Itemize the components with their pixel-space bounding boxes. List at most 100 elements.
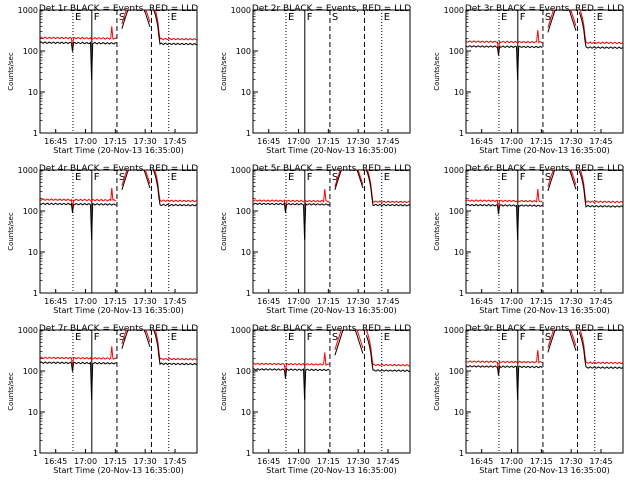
panel-title: Det 4r BLACK = Events, RED = LLD (39, 164, 198, 174)
panel-title: Det 6r BLACK = Events, RED = LLD (465, 164, 624, 174)
panel-1: Det 1r BLACK = Events, RED = LLD 1 10 100 10… (7, 4, 198, 155)
marker-label: E (384, 332, 390, 343)
panel-9: Det 9r BLACK = Events, RED = LLD 1 10 100 10… (433, 324, 624, 475)
marker-label: F (94, 332, 100, 343)
marker-label: E (501, 172, 507, 183)
marker-label: F (307, 332, 313, 343)
x-axis-label: Start Time (20-Nov-13 16:35:00) (479, 466, 609, 475)
x-axis-label: Start Time (20-Nov-13 16:35:00) (266, 146, 396, 155)
y-tick-label: 1 (246, 449, 251, 458)
x-tick-label: 16:45 (257, 137, 280, 146)
y-tick-label: 10 (454, 248, 464, 257)
panel-5: Det 5r BLACK = Events, RED = LLD 1 10 100 10… (220, 164, 411, 315)
x-axis-label: Start Time (20-Nov-13 16:35:00) (53, 146, 183, 155)
marker-label: S (332, 332, 338, 343)
y-tick-label: 10 (454, 408, 464, 417)
y-tick-label: 1 (33, 129, 38, 138)
x-tick-label: 16:45 (44, 457, 67, 466)
panel-2: Det 2r BLACK = Events, RED = LLD 1 10 100 10… (220, 4, 411, 155)
marker-label: F (94, 172, 100, 183)
y-tick-label: 100 (23, 207, 38, 216)
x-tick-label: 17:15 (317, 137, 340, 146)
x-axis-label: Start Time (20-Nov-13 16:35:00) (53, 466, 183, 475)
x-tick-label: 17:45 (589, 297, 612, 306)
plot-frame (465, 169, 624, 294)
marker-label: S (545, 12, 551, 23)
marker-label: E (75, 12, 81, 23)
x-tick-label: 17:30 (347, 297, 370, 306)
x-tick-label: 17:30 (134, 297, 157, 306)
x-tick-label: 16:45 (470, 137, 493, 146)
y-tick-label: 1 (459, 289, 464, 298)
plot-frame (39, 9, 198, 134)
marker-label: E (288, 12, 294, 23)
y-axis-label: Counts/sec (7, 212, 15, 251)
x-tick-label: 17:00 (287, 297, 310, 306)
y-tick-label: 1 (459, 449, 464, 458)
y-tick-label: 1000 (18, 166, 38, 175)
y-tick-label: 10 (28, 408, 38, 417)
x-tick-label: 17:00 (500, 297, 523, 306)
y-tick-label: 1000 (231, 166, 251, 175)
panel-title: Det 5r BLACK = Events, RED = LLD (252, 164, 411, 174)
marker-label: S (332, 172, 338, 183)
panel-title: Det 1r BLACK = Events, RED = LLD (39, 4, 198, 14)
marker-label: S (545, 332, 551, 343)
y-tick-label: 1000 (444, 166, 464, 175)
plot-frame (252, 9, 411, 134)
x-tick-label: 17:45 (589, 137, 612, 146)
x-tick-label: 17:15 (530, 297, 553, 306)
y-tick-label: 1 (246, 289, 251, 298)
x-tick-label: 17:30 (347, 457, 370, 466)
x-tick-label: 17:45 (163, 297, 186, 306)
y-tick-label: 10 (28, 248, 38, 257)
x-tick-label: 17:00 (74, 297, 97, 306)
panel-title: Det 8r BLACK = Events, RED = LLD (252, 324, 411, 334)
x-tick-label: 17:00 (500, 457, 523, 466)
x-tick-label: 17:00 (74, 137, 97, 146)
marker-label: E (75, 332, 81, 343)
marker-label: E (384, 12, 390, 23)
y-axis-label: Counts/sec (220, 52, 228, 91)
x-tick-label: 17:15 (530, 457, 553, 466)
x-tick-label: 17:45 (376, 297, 399, 306)
marker-label: F (520, 332, 526, 343)
x-tick-label: 17:30 (560, 297, 583, 306)
y-tick-label: 100 (449, 207, 464, 216)
y-tick-label: 100 (236, 367, 251, 376)
y-tick-label: 1 (459, 129, 464, 138)
x-tick-label: 16:45 (257, 297, 280, 306)
x-tick-label: 16:45 (470, 297, 493, 306)
x-tick-label: 17:30 (347, 137, 370, 146)
x-tick-label: 17:30 (134, 457, 157, 466)
y-tick-label: 10 (454, 88, 464, 97)
events-series (465, 9, 624, 80)
events-series (465, 169, 624, 240)
y-axis-label: Counts/sec (433, 212, 441, 251)
marker-label: S (545, 172, 551, 183)
y-tick-label: 10 (241, 88, 251, 97)
y-tick-label: 1000 (231, 6, 251, 15)
panel-6: Det 6r BLACK = Events, RED = LLD 1 10 100 10… (433, 164, 624, 315)
y-tick-label: 10 (241, 408, 251, 417)
y-tick-label: 100 (236, 207, 251, 216)
events-series (39, 9, 197, 80)
events-series (39, 329, 198, 400)
x-tick-label: 16:45 (44, 297, 67, 306)
plot-frame (465, 329, 624, 454)
x-tick-label: 17:00 (287, 457, 310, 466)
plot-frame (465, 9, 624, 134)
x-axis-label: Start Time (20-Nov-13 16:35:00) (266, 466, 396, 475)
y-axis-label: Counts/sec (433, 372, 441, 411)
y-axis-label: Counts/sec (220, 372, 228, 411)
y-axis-label: Counts/sec (7, 372, 15, 411)
x-tick-label: 17:15 (530, 137, 553, 146)
plot-frame (39, 169, 198, 294)
events-series (39, 169, 198, 240)
marker-label: E (597, 12, 603, 23)
y-tick-label: 1000 (18, 326, 38, 335)
marker-label: F (520, 12, 526, 23)
y-tick-label: 1000 (18, 6, 38, 15)
x-tick-label: 16:45 (44, 137, 67, 146)
y-tick-label: 100 (449, 47, 464, 56)
